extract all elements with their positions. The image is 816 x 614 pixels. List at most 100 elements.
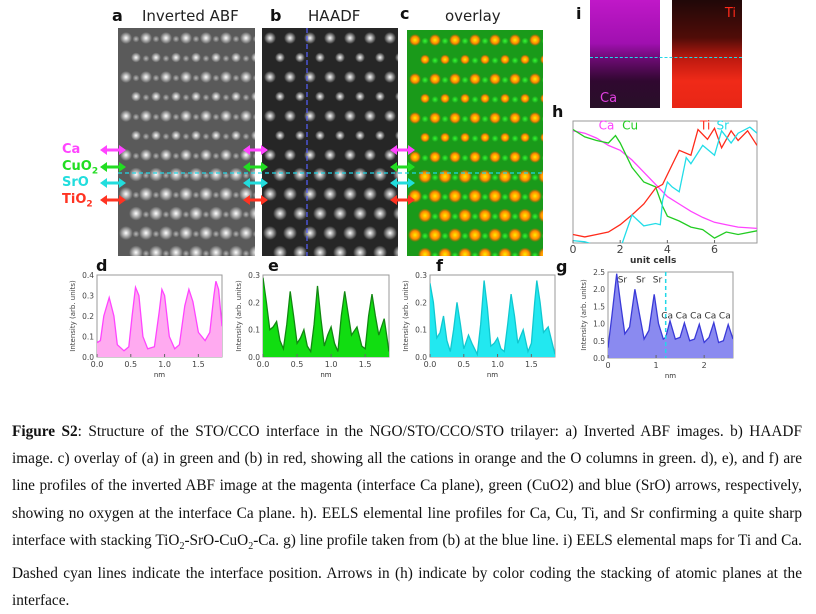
x-tick-label: 1.5 — [192, 360, 205, 369]
atom-column — [373, 167, 387, 182]
atom-column — [160, 110, 172, 122]
oxygen-column — [531, 252, 539, 256]
oxygen-column — [451, 96, 459, 103]
atom-column — [140, 32, 152, 44]
atom-column — [263, 226, 277, 240]
oxygen-column — [521, 115, 529, 123]
x-axis-label: nm — [320, 371, 331, 379]
atom-column — [120, 32, 132, 44]
oxygen-column — [192, 230, 200, 238]
atom-column — [508, 228, 522, 242]
oxygen-column — [541, 155, 543, 161]
atom-column — [231, 130, 241, 141]
oxygen-column — [481, 193, 489, 201]
atom-column — [293, 167, 307, 182]
oxygen-column — [222, 133, 230, 140]
atom-column — [489, 73, 501, 85]
atom-column — [149, 167, 163, 182]
oxygen-column — [202, 250, 210, 256]
atom-column — [460, 54, 470, 65]
atom-column — [239, 226, 253, 240]
atom-column — [343, 226, 357, 240]
oxygen-column — [521, 232, 529, 240]
oxygen-column — [152, 74, 160, 82]
oxygen-column — [172, 230, 180, 238]
y-tick-label: 0.3 — [248, 271, 260, 280]
atom-column — [200, 71, 212, 83]
atom-column — [488, 228, 502, 242]
atom-column — [180, 149, 192, 161]
oxygen-column — [222, 250, 230, 256]
atom-column — [251, 52, 255, 63]
atom-column — [509, 112, 521, 124]
atom-column — [200, 32, 212, 44]
atom-column — [159, 187, 173, 201]
x-tick-label: 0.0 — [257, 360, 270, 369]
oxygen-column — [142, 94, 150, 101]
atom-column — [429, 73, 441, 85]
oxygen-column — [242, 172, 250, 179]
oxygen-column — [481, 232, 489, 240]
oxygen-column — [232, 152, 240, 160]
oxygen-column — [461, 193, 469, 201]
atom-column — [220, 71, 232, 83]
oxygen-column — [212, 152, 220, 160]
atom-column — [364, 32, 376, 44]
atom-column — [538, 247, 543, 256]
peak-label: Ca — [676, 311, 688, 321]
series-label: Ti — [699, 119, 710, 133]
atom-column — [438, 247, 452, 256]
layer-label-subscript: 2 — [86, 199, 93, 210]
oxygen-column — [431, 213, 439, 220]
oxygen-column — [491, 252, 499, 256]
atom-column — [191, 130, 201, 141]
series-label: Cu — [622, 119, 638, 133]
oxygen-column — [252, 113, 255, 121]
atom-column — [520, 93, 530, 104]
atom-column — [409, 151, 421, 163]
oxygen-column — [132, 152, 140, 160]
series-line — [608, 273, 733, 348]
oxygen-column — [132, 113, 140, 121]
oxygen-column — [252, 35, 255, 43]
y-tick-label: 0.0 — [415, 353, 427, 362]
oxygen-column — [471, 174, 479, 181]
atom-column — [498, 208, 512, 223]
area-fill — [430, 280, 555, 357]
atom-column — [420, 132, 430, 143]
atom-column — [335, 91, 345, 102]
atom-column — [480, 132, 490, 143]
atom-column — [440, 132, 450, 143]
caption-figure-label: Figure S2 — [12, 423, 78, 440]
oxygen-column — [421, 154, 429, 162]
atom-column — [131, 130, 141, 141]
atom-column — [239, 187, 253, 201]
atom-column — [478, 208, 492, 223]
atom-column — [131, 52, 141, 63]
inverted-abf-image — [118, 28, 255, 256]
atom-column — [129, 167, 143, 182]
atom-column — [229, 167, 243, 182]
atom-column — [469, 73, 481, 85]
x-axis-label: nm — [487, 371, 498, 379]
oxygen-column — [471, 96, 479, 103]
oxygen-column — [142, 211, 150, 218]
plot-area — [430, 280, 555, 357]
atom-column — [468, 189, 482, 203]
atom-column — [283, 226, 297, 240]
atom-column — [420, 54, 430, 65]
atom-column — [159, 226, 173, 240]
peak-label: Ca — [661, 311, 673, 321]
atom-column — [160, 32, 172, 44]
atom-column — [149, 206, 163, 221]
atom-column — [251, 130, 255, 141]
oxygen-column — [441, 76, 449, 84]
series-label: Ca — [599, 119, 615, 133]
oxygen-column — [521, 76, 529, 84]
atom-column — [304, 71, 316, 83]
atom-column — [283, 187, 297, 201]
oxygen-column — [481, 154, 489, 162]
atom-column — [540, 132, 543, 143]
atom-column — [375, 91, 385, 102]
oxygen-column — [232, 35, 240, 43]
